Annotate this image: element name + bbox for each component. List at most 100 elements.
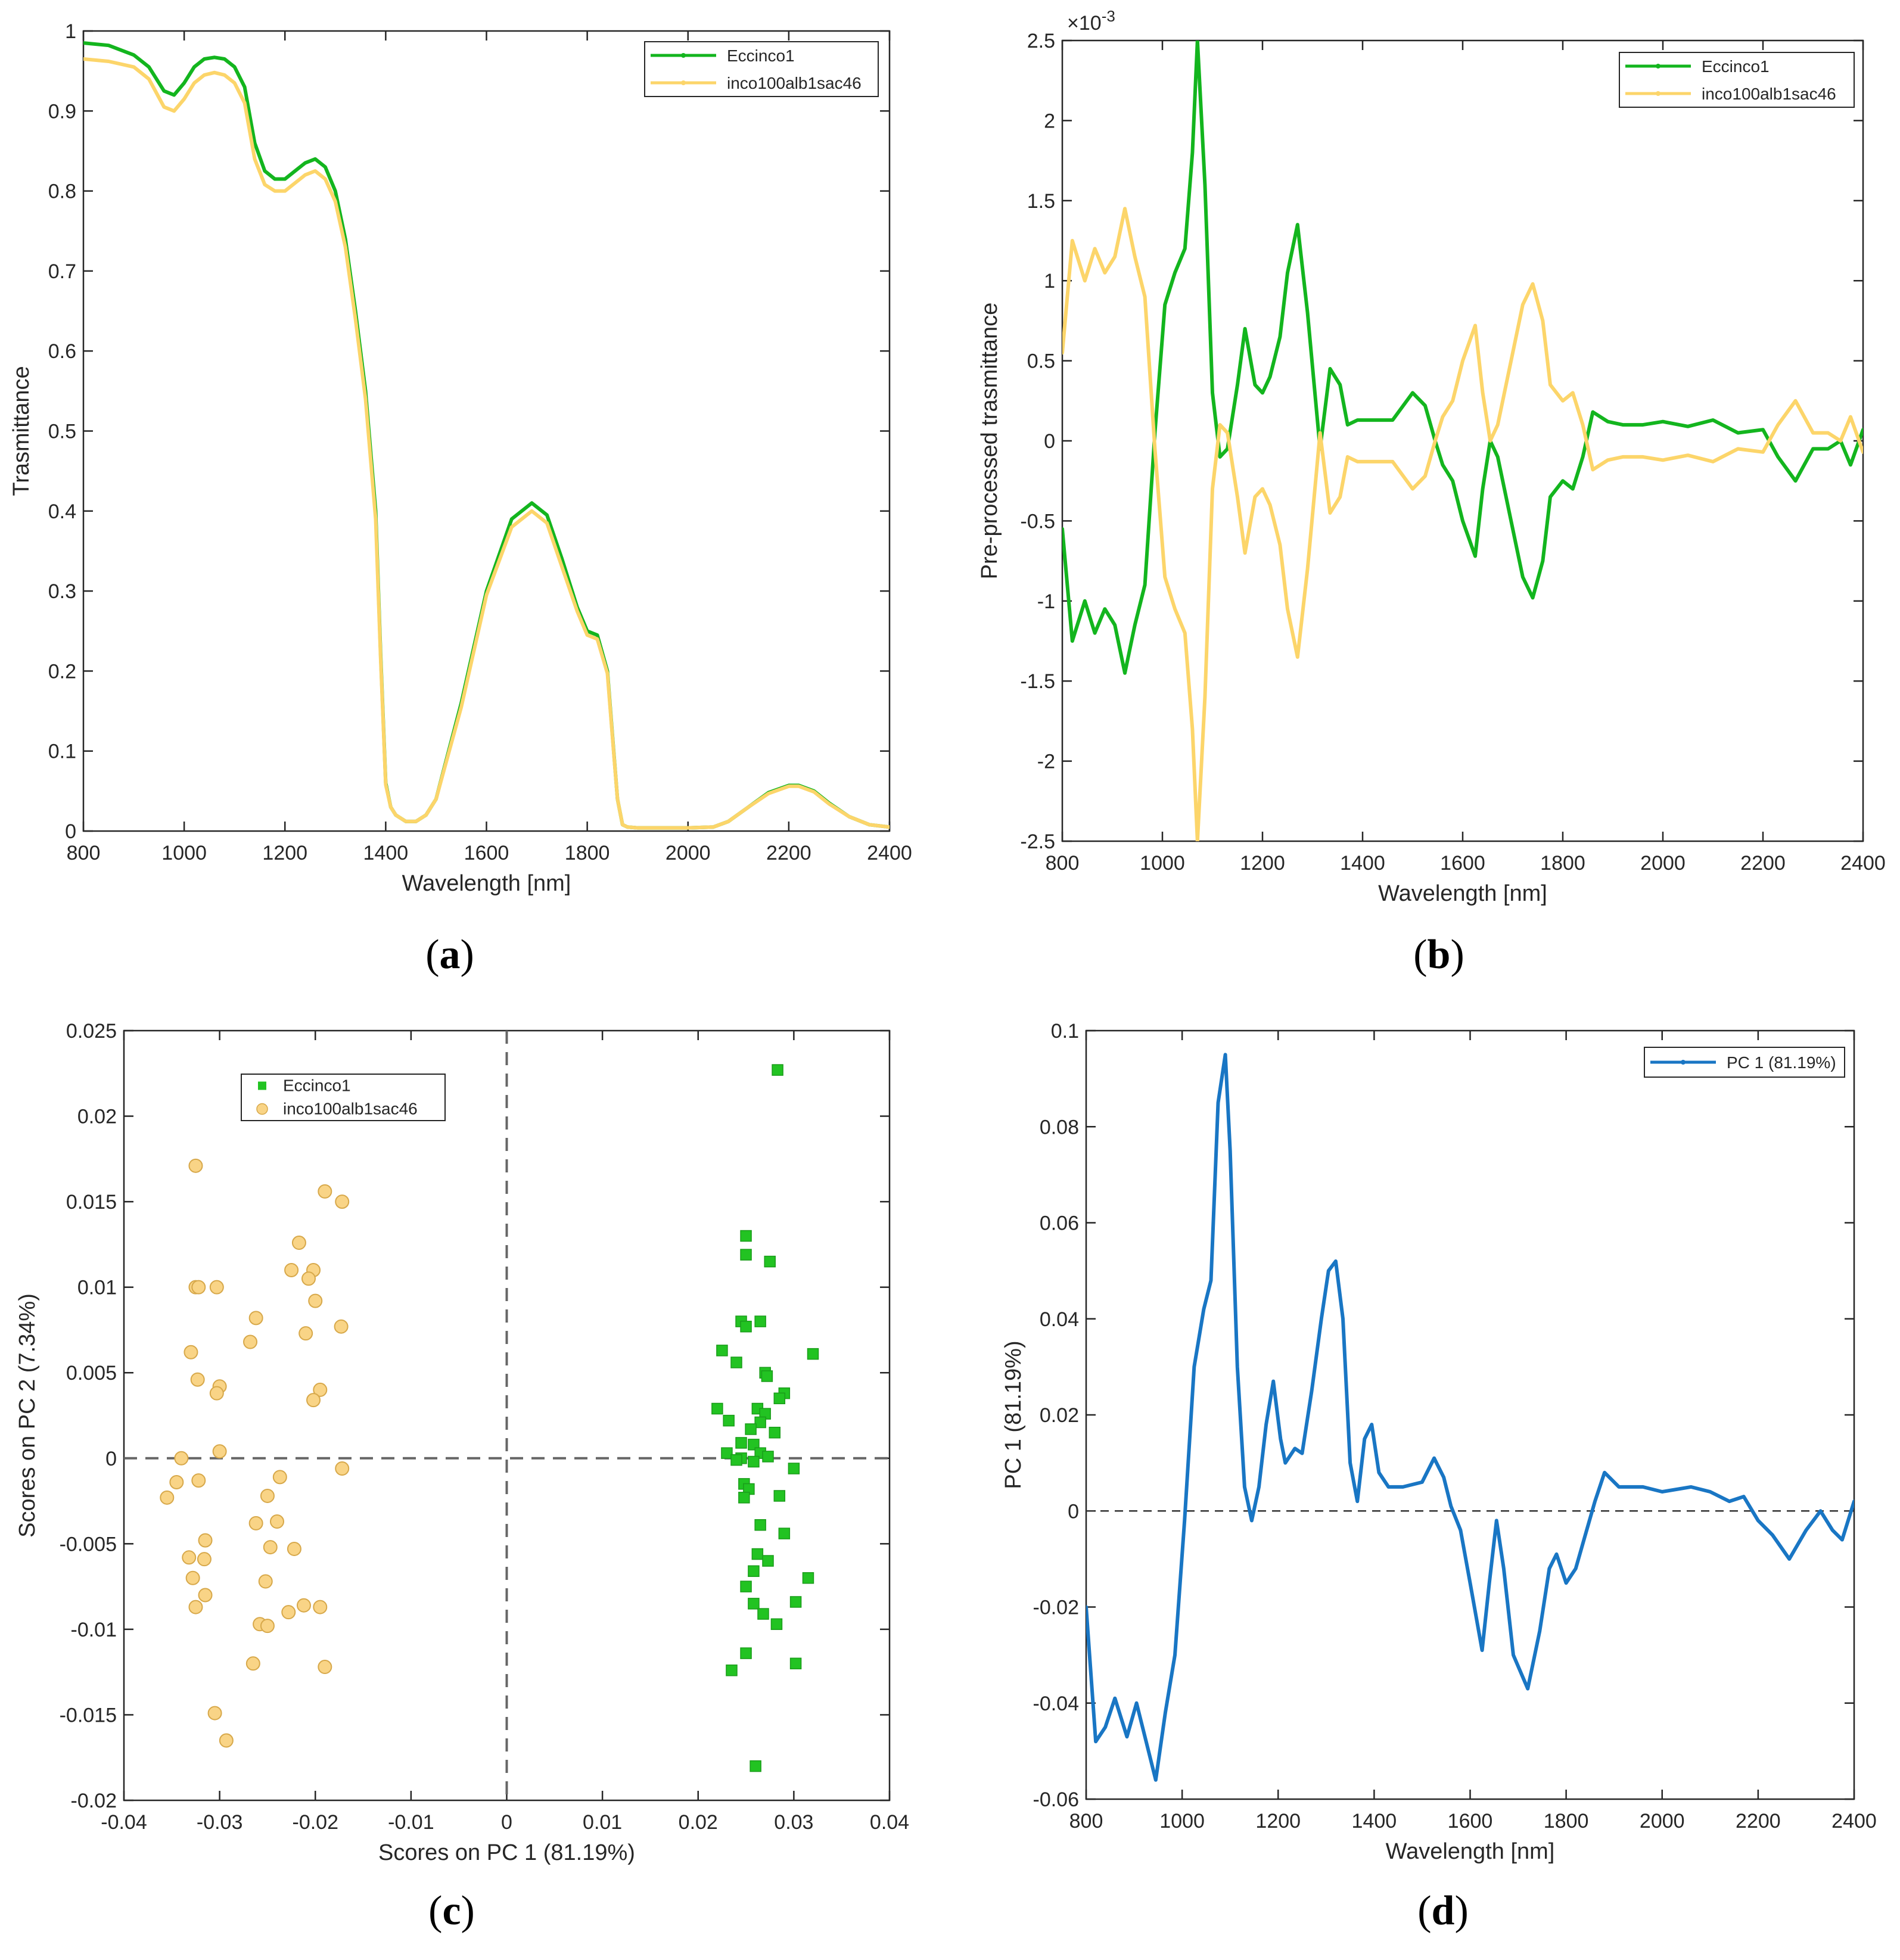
x-tick-label: 0.02 bbox=[679, 1811, 718, 1834]
point-inco100alb1sac46 bbox=[207, 1706, 222, 1721]
legend-marker bbox=[681, 53, 686, 58]
x-tick-label: 2400 bbox=[1831, 1810, 1877, 1833]
legend-label: PC 1 (81.19%) bbox=[1727, 1053, 1836, 1072]
point-Eccinco1 bbox=[748, 1598, 760, 1610]
point-Eccinco1 bbox=[750, 1760, 761, 1772]
y-tick-label: 0.2 bbox=[48, 660, 76, 683]
legend-marker bbox=[1656, 91, 1660, 96]
point-Eccinco1 bbox=[740, 1581, 752, 1592]
chart-a: 800 1000 1200 1400 1600 1800 2000 2200 2400 0 0.1 0… bbox=[9, 20, 912, 978]
point-Eccinco1 bbox=[762, 1555, 774, 1567]
y-tick-label: 0.06 bbox=[1040, 1212, 1079, 1235]
point-Eccinco1 bbox=[738, 1492, 750, 1504]
point-Eccinco1 bbox=[772, 1064, 783, 1076]
point-Eccinco1 bbox=[730, 1454, 742, 1466]
y-tick-label: 2.5 bbox=[1027, 30, 1055, 52]
point-inco100alb1sac46 bbox=[198, 1533, 213, 1548]
point-Eccinco1 bbox=[789, 1596, 802, 1608]
x-tick-label: 1600 bbox=[1448, 1810, 1493, 1833]
x-tick-label: 2400 bbox=[1840, 852, 1886, 875]
point-Eccinco1 bbox=[788, 1463, 800, 1474]
x-tick-label: -0.02 bbox=[293, 1811, 339, 1834]
series-line-Eccinco1 bbox=[1062, 41, 1863, 675]
x-tick-label: 1200 bbox=[1240, 852, 1285, 875]
legend-box bbox=[241, 1074, 446, 1121]
series-line-inco100alb1sac46 bbox=[1062, 207, 1863, 841]
legend-label: Eccinco1 bbox=[727, 46, 795, 65]
point-Eccinco1 bbox=[754, 1315, 766, 1327]
y-tick-label: -0.02 bbox=[71, 1790, 117, 1812]
point-Eccinco1 bbox=[762, 1451, 774, 1463]
y-tick-label: -1 bbox=[1037, 590, 1055, 613]
y-tick-label: 0.08 bbox=[1040, 1116, 1079, 1138]
point-Eccinco1 bbox=[740, 1249, 752, 1261]
point-Eccinco1 bbox=[735, 1437, 747, 1449]
legend: Eccinco1 inco100alb1sac46 bbox=[1619, 52, 1855, 108]
y-axis-label: Trasmittance bbox=[9, 366, 34, 496]
x-tick-label: 1800 bbox=[1540, 852, 1585, 875]
point-Eccinco1 bbox=[721, 1447, 733, 1459]
panel-paren: ( bbox=[1417, 1888, 1431, 1934]
point-inco100alb1sac46 bbox=[188, 1600, 203, 1614]
y-tick-label: 0.4 bbox=[48, 500, 76, 523]
point-inco100alb1sac46 bbox=[287, 1541, 301, 1556]
point-inco100alb1sac46 bbox=[258, 1574, 273, 1589]
point-Eccinco1 bbox=[711, 1402, 723, 1415]
point-Eccinco1 bbox=[754, 1519, 766, 1531]
panel-paren: ( bbox=[1413, 932, 1427, 978]
y-tick-label: -0.04 bbox=[1033, 1693, 1080, 1715]
y-tick-label: 0.025 bbox=[66, 1020, 117, 1043]
point-inco100alb1sac46 bbox=[185, 1570, 200, 1585]
point-inco100alb1sac46 bbox=[248, 1516, 263, 1530]
y-tick-label: 0.02 bbox=[77, 1106, 117, 1128]
series-line-Eccinco1 bbox=[83, 41, 890, 830]
chart-d: 800 1000 1200 1400 1600 1800 2000 2200 2400 -0.06… bbox=[1001, 1020, 1877, 1934]
x-tick-label: 2000 bbox=[1640, 852, 1686, 875]
point-inco100alb1sac46 bbox=[245, 1656, 260, 1671]
panel-paren: ) bbox=[1450, 932, 1464, 978]
y-tick-label: 0.04 bbox=[1040, 1308, 1079, 1331]
point-inco100alb1sac46 bbox=[335, 1461, 350, 1476]
y-tick-label: -0.06 bbox=[1033, 1788, 1080, 1811]
point-inco100alb1sac46 bbox=[191, 1280, 206, 1295]
point-inco100alb1sac46 bbox=[169, 1474, 184, 1489]
point-Eccinco1 bbox=[773, 1392, 786, 1405]
y-axis-label: PC 1 (81.19%) bbox=[1001, 1340, 1026, 1489]
y-tick-label: -0.01 bbox=[71, 1619, 117, 1641]
y-tick-label: 0.5 bbox=[1027, 350, 1055, 373]
point-inco100alb1sac46 bbox=[291, 1236, 306, 1250]
x-tick-label: -0.01 bbox=[388, 1811, 434, 1834]
x-tick-label: 1400 bbox=[363, 842, 409, 864]
point-inco100alb1sac46 bbox=[335, 1194, 350, 1209]
x-tick-label: 1200 bbox=[1255, 1810, 1301, 1833]
plot-area bbox=[82, 30, 891, 832]
y-tick-label: 0.3 bbox=[48, 580, 76, 603]
point-Eccinco1 bbox=[789, 1657, 802, 1670]
x-tick-label: 2200 bbox=[766, 842, 811, 864]
y-tick-label: 1 bbox=[1044, 270, 1055, 293]
series-line-inco100alb1sac46 bbox=[83, 57, 890, 830]
x-tick-label: 1600 bbox=[464, 842, 509, 864]
point-Eccinco1 bbox=[769, 1426, 780, 1439]
point-inco100alb1sac46 bbox=[198, 1588, 213, 1603]
legend-label: inco100alb1sac46 bbox=[727, 74, 862, 92]
plot-marks bbox=[1086, 1053, 1854, 1782]
point-inco100alb1sac46 bbox=[212, 1444, 227, 1459]
point-inco100alb1sac46 bbox=[188, 1158, 203, 1173]
point-inco100alb1sac46 bbox=[209, 1386, 224, 1401]
legend-marker bbox=[1681, 1060, 1686, 1065]
point-inco100alb1sac46 bbox=[313, 1382, 328, 1397]
point-inco100alb1sac46 bbox=[191, 1473, 206, 1488]
point-inco100alb1sac46 bbox=[190, 1372, 205, 1387]
legend: Eccinco1 inco100alb1sac46 bbox=[644, 41, 879, 97]
x-tick-label: 2200 bbox=[1740, 852, 1786, 875]
y-tick-label: 0.01 bbox=[77, 1277, 117, 1299]
panel-letter: b bbox=[1428, 932, 1451, 978]
x-tick-label: 1600 bbox=[1440, 852, 1485, 875]
x-tick-label: 1000 bbox=[1140, 852, 1185, 875]
panel-label: (c) bbox=[428, 1888, 475, 1934]
y-tick-label: 0 bbox=[1068, 1500, 1079, 1523]
panel-label: (d) bbox=[1417, 1888, 1469, 1934]
legend-box bbox=[644, 41, 879, 97]
